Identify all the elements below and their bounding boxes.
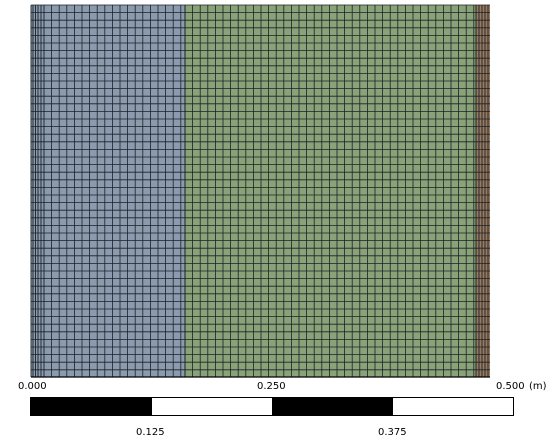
mesh-region-left xyxy=(31,5,185,377)
scale-label-250: 0.250 xyxy=(257,381,286,392)
scale-bar-segment xyxy=(272,398,393,415)
scale-bar-segment xyxy=(31,398,152,415)
scale-label-500: 0.500 xyxy=(496,381,525,392)
scale-bar-segment xyxy=(392,398,513,415)
mesh-display xyxy=(30,4,490,378)
mesh-region-right xyxy=(476,5,490,377)
scale-label-0: 0.000 xyxy=(18,381,47,392)
scale-bar xyxy=(30,397,514,416)
scale-label-375: 0.375 xyxy=(378,427,407,438)
scale-bar-segment xyxy=(151,398,272,415)
scale-unit: (m) xyxy=(529,381,547,392)
scale-label-125: 0.125 xyxy=(136,427,165,438)
mesh-region-middle xyxy=(185,5,476,377)
